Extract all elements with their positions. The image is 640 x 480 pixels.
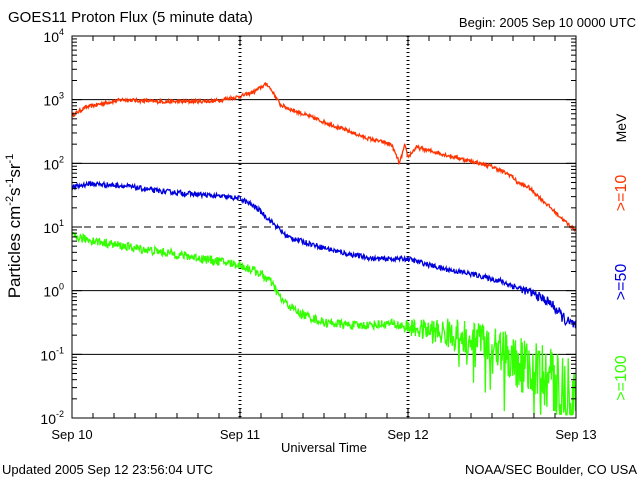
y-axis-label-mid2: sr	[5, 163, 24, 178]
y-tick-label: 10-1	[40, 345, 64, 363]
y-tick-label: 10-2	[40, 409, 64, 427]
x-tick-labels: Sep 10 Sep 11 Sep 12 Sep 13	[51, 427, 596, 442]
legend: >=10 >=50 >=100	[613, 175, 630, 401]
y-tick-label: 104	[43, 27, 64, 45]
y-axis-label-exp2: -1	[4, 178, 16, 188]
y-tick-label: 101	[43, 218, 64, 236]
y-axis-label-mid1: s	[5, 187, 24, 196]
series-line	[71, 81, 577, 233]
y-tick-exponent: 3	[59, 91, 64, 101]
y-axis-label-base: Particles cm	[5, 206, 24, 299]
x-tick-label: Sep 11	[220, 427, 260, 442]
threshold-lines	[72, 99, 576, 355]
legend-label: >=10	[613, 175, 630, 212]
y-tick-exponent: -1	[56, 345, 64, 355]
y-tick-exponent: -2	[56, 409, 64, 419]
chart-title: GOES11 Proton Flux (5 minute data)	[8, 9, 253, 26]
y-tick-base: 10	[43, 220, 59, 236]
legend-label: >=50	[613, 264, 630, 301]
y-tick-base: 10	[40, 411, 56, 427]
footer-credit: NOAA/SEC Boulder, CO USA	[465, 462, 637, 477]
begin-label: Begin: 2005 Sep 10 0000 UTC	[459, 15, 636, 30]
y-tick-base: 10	[40, 347, 56, 363]
x-tick-label: Sep 13	[555, 427, 596, 442]
x-tick-label: Sep 12	[387, 427, 428, 442]
y-tick-exponent: 0	[59, 282, 64, 292]
unit-label: MeV	[613, 113, 629, 142]
axis-ticks	[71, 35, 577, 419]
y-tick-exponent: 1	[59, 218, 64, 228]
y-axis-label-exp3: -1	[4, 154, 16, 164]
series-line	[71, 231, 577, 416]
y-tick-base: 10	[43, 29, 59, 45]
legend-label: >=100	[613, 355, 630, 400]
series-layer	[71, 81, 577, 416]
y-tick-base: 10	[43, 156, 59, 172]
x-tick-label: Sep 10	[51, 427, 92, 442]
y-axis-label-exp1: -2	[4, 196, 16, 206]
x-axis-label: Universal Time	[281, 440, 367, 455]
series-line	[71, 180, 577, 329]
y-tick-base: 10	[43, 284, 59, 300]
y-tick-label: 103	[43, 91, 64, 109]
y-tick-label: 100	[43, 282, 64, 300]
footer-updated: Updated 2005 Sep 12 23:56:04 UTC	[2, 462, 213, 477]
y-tick-exponent: 4	[59, 27, 64, 37]
y-tick-exponent: 2	[59, 154, 64, 164]
y-axis-label: Particles cm-2s-1sr-1	[4, 154, 24, 299]
y-tick-label: 102	[43, 154, 64, 172]
y-tick-base: 10	[43, 93, 59, 109]
